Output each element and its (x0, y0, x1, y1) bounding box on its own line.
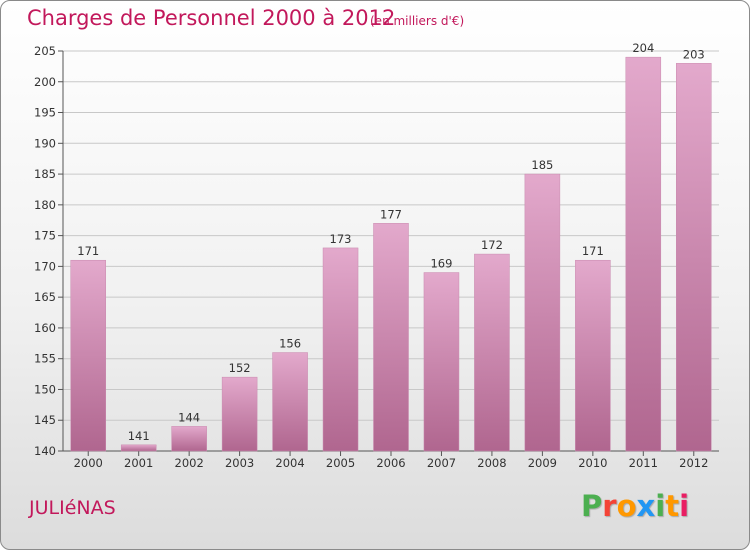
data-label: 177 (380, 207, 402, 221)
bar-2010 (575, 259, 611, 452)
logo-letter: r (602, 489, 617, 523)
y-tick-label: 150 (34, 382, 56, 396)
y-tick-label: 160 (34, 321, 56, 335)
bar-2008 (474, 253, 510, 452)
bar-2004 (272, 352, 308, 452)
bar-2003 (221, 376, 258, 452)
chart-unit: (en milliers d'€) (370, 14, 465, 28)
y-tick-label: 205 (34, 44, 56, 58)
x-tick-label: 2011 (629, 456, 658, 470)
logo-letter: i (655, 489, 666, 523)
y-tick-label: 140 (34, 444, 56, 458)
x-tick-label: 2005 (326, 456, 355, 470)
y-tick-label: 195 (34, 106, 56, 120)
logo-letter: P (581, 489, 603, 523)
y-tick-label: 190 (34, 136, 56, 150)
data-label: 156 (279, 337, 301, 351)
y-tick-label: 145 (34, 413, 56, 427)
y-tick-label: 180 (34, 198, 56, 212)
y-tick-label: 170 (34, 259, 56, 273)
x-tick-label: 2009 (528, 456, 557, 470)
logo-letter: o (616, 489, 637, 523)
y-tick-label: 165 (34, 290, 56, 304)
x-tick-label: 2007 (427, 456, 456, 470)
bar-2001 (120, 444, 157, 452)
bar-2007 (423, 272, 460, 452)
data-label: 185 (531, 158, 553, 172)
x-tick-label: 2008 (477, 456, 506, 470)
x-tick-label: 2006 (376, 456, 405, 470)
city-name: JULIéNAS (29, 497, 116, 519)
data-label: 169 (430, 257, 452, 271)
bars (70, 56, 712, 452)
data-label: 172 (481, 238, 503, 252)
data-label: 171 (582, 244, 604, 258)
bar-2006 (373, 223, 409, 452)
data-label: 173 (330, 232, 352, 246)
x-tick-label: 2002 (175, 456, 204, 470)
bar-2011 (625, 56, 662, 452)
x-tick-label: 2012 (679, 456, 708, 470)
y-tick-label: 200 (34, 75, 56, 89)
proxiti-logo: Proxiti (581, 489, 689, 523)
data-label: 152 (229, 361, 251, 375)
data-label: 141 (128, 429, 150, 443)
y-tick-label: 175 (34, 229, 56, 243)
logo-letter: x (636, 489, 656, 523)
logo-letter: t (665, 489, 680, 523)
logo-letter: i (679, 489, 690, 523)
y-tick-label: 155 (34, 352, 56, 366)
chart-title: Charges de Personnel 2000 à 2012 (27, 6, 396, 30)
y-tick-label: 185 (34, 167, 56, 181)
bar-2009 (524, 173, 561, 452)
data-label: 204 (632, 41, 654, 55)
bar-2005 (322, 247, 359, 452)
data-label: 144 (178, 410, 200, 424)
x-tick-label: 2003 (225, 456, 254, 470)
labels: 1401451501551601651701751801851901952002… (34, 41, 708, 470)
bar-2002 (171, 426, 207, 452)
bar-2012 (676, 63, 712, 452)
x-tick-label: 2001 (124, 456, 153, 470)
x-tick-label: 2000 (74, 456, 103, 470)
bar-2000 (70, 259, 106, 452)
x-tick-label: 2010 (578, 456, 607, 470)
data-label: 171 (77, 244, 99, 258)
x-tick-label: 2004 (275, 456, 304, 470)
data-label: 203 (683, 47, 705, 61)
